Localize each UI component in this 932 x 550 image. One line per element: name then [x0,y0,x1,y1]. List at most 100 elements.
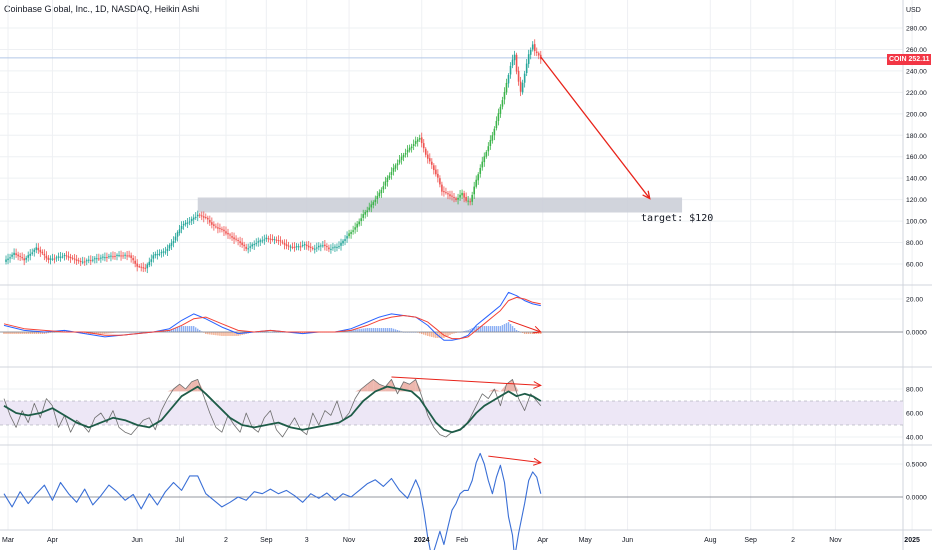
candle-body [497,113,500,121]
histogram-bar [301,332,304,334]
candle [112,251,114,260]
candle-body [265,237,268,240]
candle-body [336,246,338,248]
candle-body [261,240,264,242]
histogram-bar [538,332,540,334]
candle [495,116,498,131]
histogram-bar [225,332,227,336]
candle [301,240,304,248]
candle [182,220,185,230]
candle [394,163,397,172]
candle-body [116,254,118,256]
price-tick-label: 120.00 [906,197,927,204]
histogram-bar [511,326,514,332]
candle-body [334,246,336,248]
candle-body [259,240,262,242]
candle-body [83,261,86,263]
candle [318,242,320,251]
candle [136,259,138,272]
candle [207,215,209,225]
candle-body [17,254,19,257]
histogram-bar [358,329,360,332]
candle-body [424,148,427,155]
candle-body [132,258,134,261]
candle-body [122,255,124,257]
time-tick-label: Jun [132,537,143,544]
histogram-bar [479,326,481,332]
candle [120,250,122,261]
histogram-bar [439,332,441,338]
histogram-bar [108,332,110,334]
candle [168,243,171,251]
candle-body [43,253,46,256]
candle [390,167,393,180]
symbol-label: COIN [889,56,907,63]
candle-body [7,258,9,261]
candle-body [285,244,288,246]
candle [118,251,120,258]
candle [449,190,451,200]
candle [37,243,40,254]
candle-body [509,65,512,75]
candle-body [414,141,417,144]
candle [5,255,7,265]
histogram-bar [427,332,429,336]
arrow-shaft [391,376,541,386]
candle-body [148,261,151,266]
histogram-bar [17,332,19,334]
candle [354,222,356,234]
candle-body [241,242,243,245]
candle [190,216,193,226]
overbought-fill [506,379,513,392]
candle [33,247,36,257]
candle [138,264,141,269]
time-tick-label: 2 [791,537,795,544]
candle [422,139,425,153]
histogram-bar [378,328,381,332]
histogram-bar [529,332,532,334]
candle-body [368,207,371,210]
macd-line [3,291,541,341]
candle [261,236,264,244]
candle-body [324,244,326,247]
candle [400,152,403,165]
histogram-bar [435,332,437,338]
candle-body [170,242,173,246]
candle [420,132,423,148]
candle-body [297,246,300,248]
candle [231,232,233,241]
histogram-bar [540,332,542,334]
candle-body [398,159,401,163]
histogram-bar [515,330,518,332]
candle [293,242,296,252]
candle [45,251,48,262]
candle-body [227,232,229,235]
candle-body [31,252,34,254]
candle [307,240,310,251]
candle-body [382,186,385,190]
candle [350,229,352,239]
candle [47,255,50,264]
candle [352,225,354,235]
candle-body [487,146,490,152]
candle [273,236,276,245]
candle [174,232,177,243]
histogram-bar [364,328,366,332]
candle-body [94,258,96,260]
candle-body [168,245,171,249]
candle [376,191,379,204]
histogram-bar [441,332,443,338]
time-tick-label: Nov [829,537,842,544]
candle-body [330,248,332,250]
histogram-bar [481,326,483,332]
histogram-bar [98,332,100,334]
candle [330,244,332,254]
candle [493,126,496,141]
candle-body [202,216,205,218]
overbought-fill [373,379,380,392]
candle [209,215,211,226]
candle-body [503,91,506,100]
candle [162,248,165,257]
candle [489,135,492,150]
